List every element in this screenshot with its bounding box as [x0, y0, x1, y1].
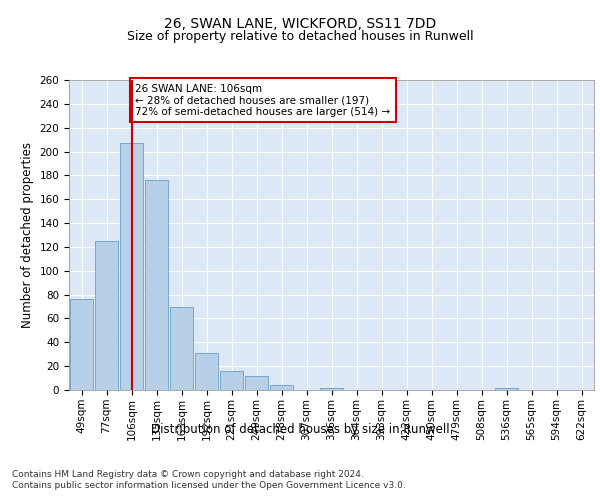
- Text: 26 SWAN LANE: 106sqm
← 28% of detached houses are smaller (197)
72% of semi-deta: 26 SWAN LANE: 106sqm ← 28% of detached h…: [135, 84, 391, 117]
- Text: Size of property relative to detached houses in Runwell: Size of property relative to detached ho…: [127, 30, 473, 43]
- Text: Contains public sector information licensed under the Open Government Licence v3: Contains public sector information licen…: [12, 482, 406, 490]
- Bar: [270, 385, 293, 390]
- Y-axis label: Number of detached properties: Number of detached properties: [21, 142, 34, 328]
- Bar: [245, 376, 268, 390]
- Bar: [170, 306, 193, 390]
- Bar: [95, 241, 118, 390]
- Text: Distribution of detached houses by size in Runwell: Distribution of detached houses by size …: [151, 422, 449, 436]
- Bar: [495, 388, 518, 390]
- Bar: [320, 388, 343, 390]
- Bar: [70, 300, 93, 390]
- Bar: [120, 143, 143, 390]
- Text: Contains HM Land Registry data © Crown copyright and database right 2024.: Contains HM Land Registry data © Crown c…: [12, 470, 364, 479]
- Bar: [195, 353, 218, 390]
- Bar: [220, 371, 243, 390]
- Bar: [145, 180, 168, 390]
- Text: 26, SWAN LANE, WICKFORD, SS11 7DD: 26, SWAN LANE, WICKFORD, SS11 7DD: [164, 18, 436, 32]
